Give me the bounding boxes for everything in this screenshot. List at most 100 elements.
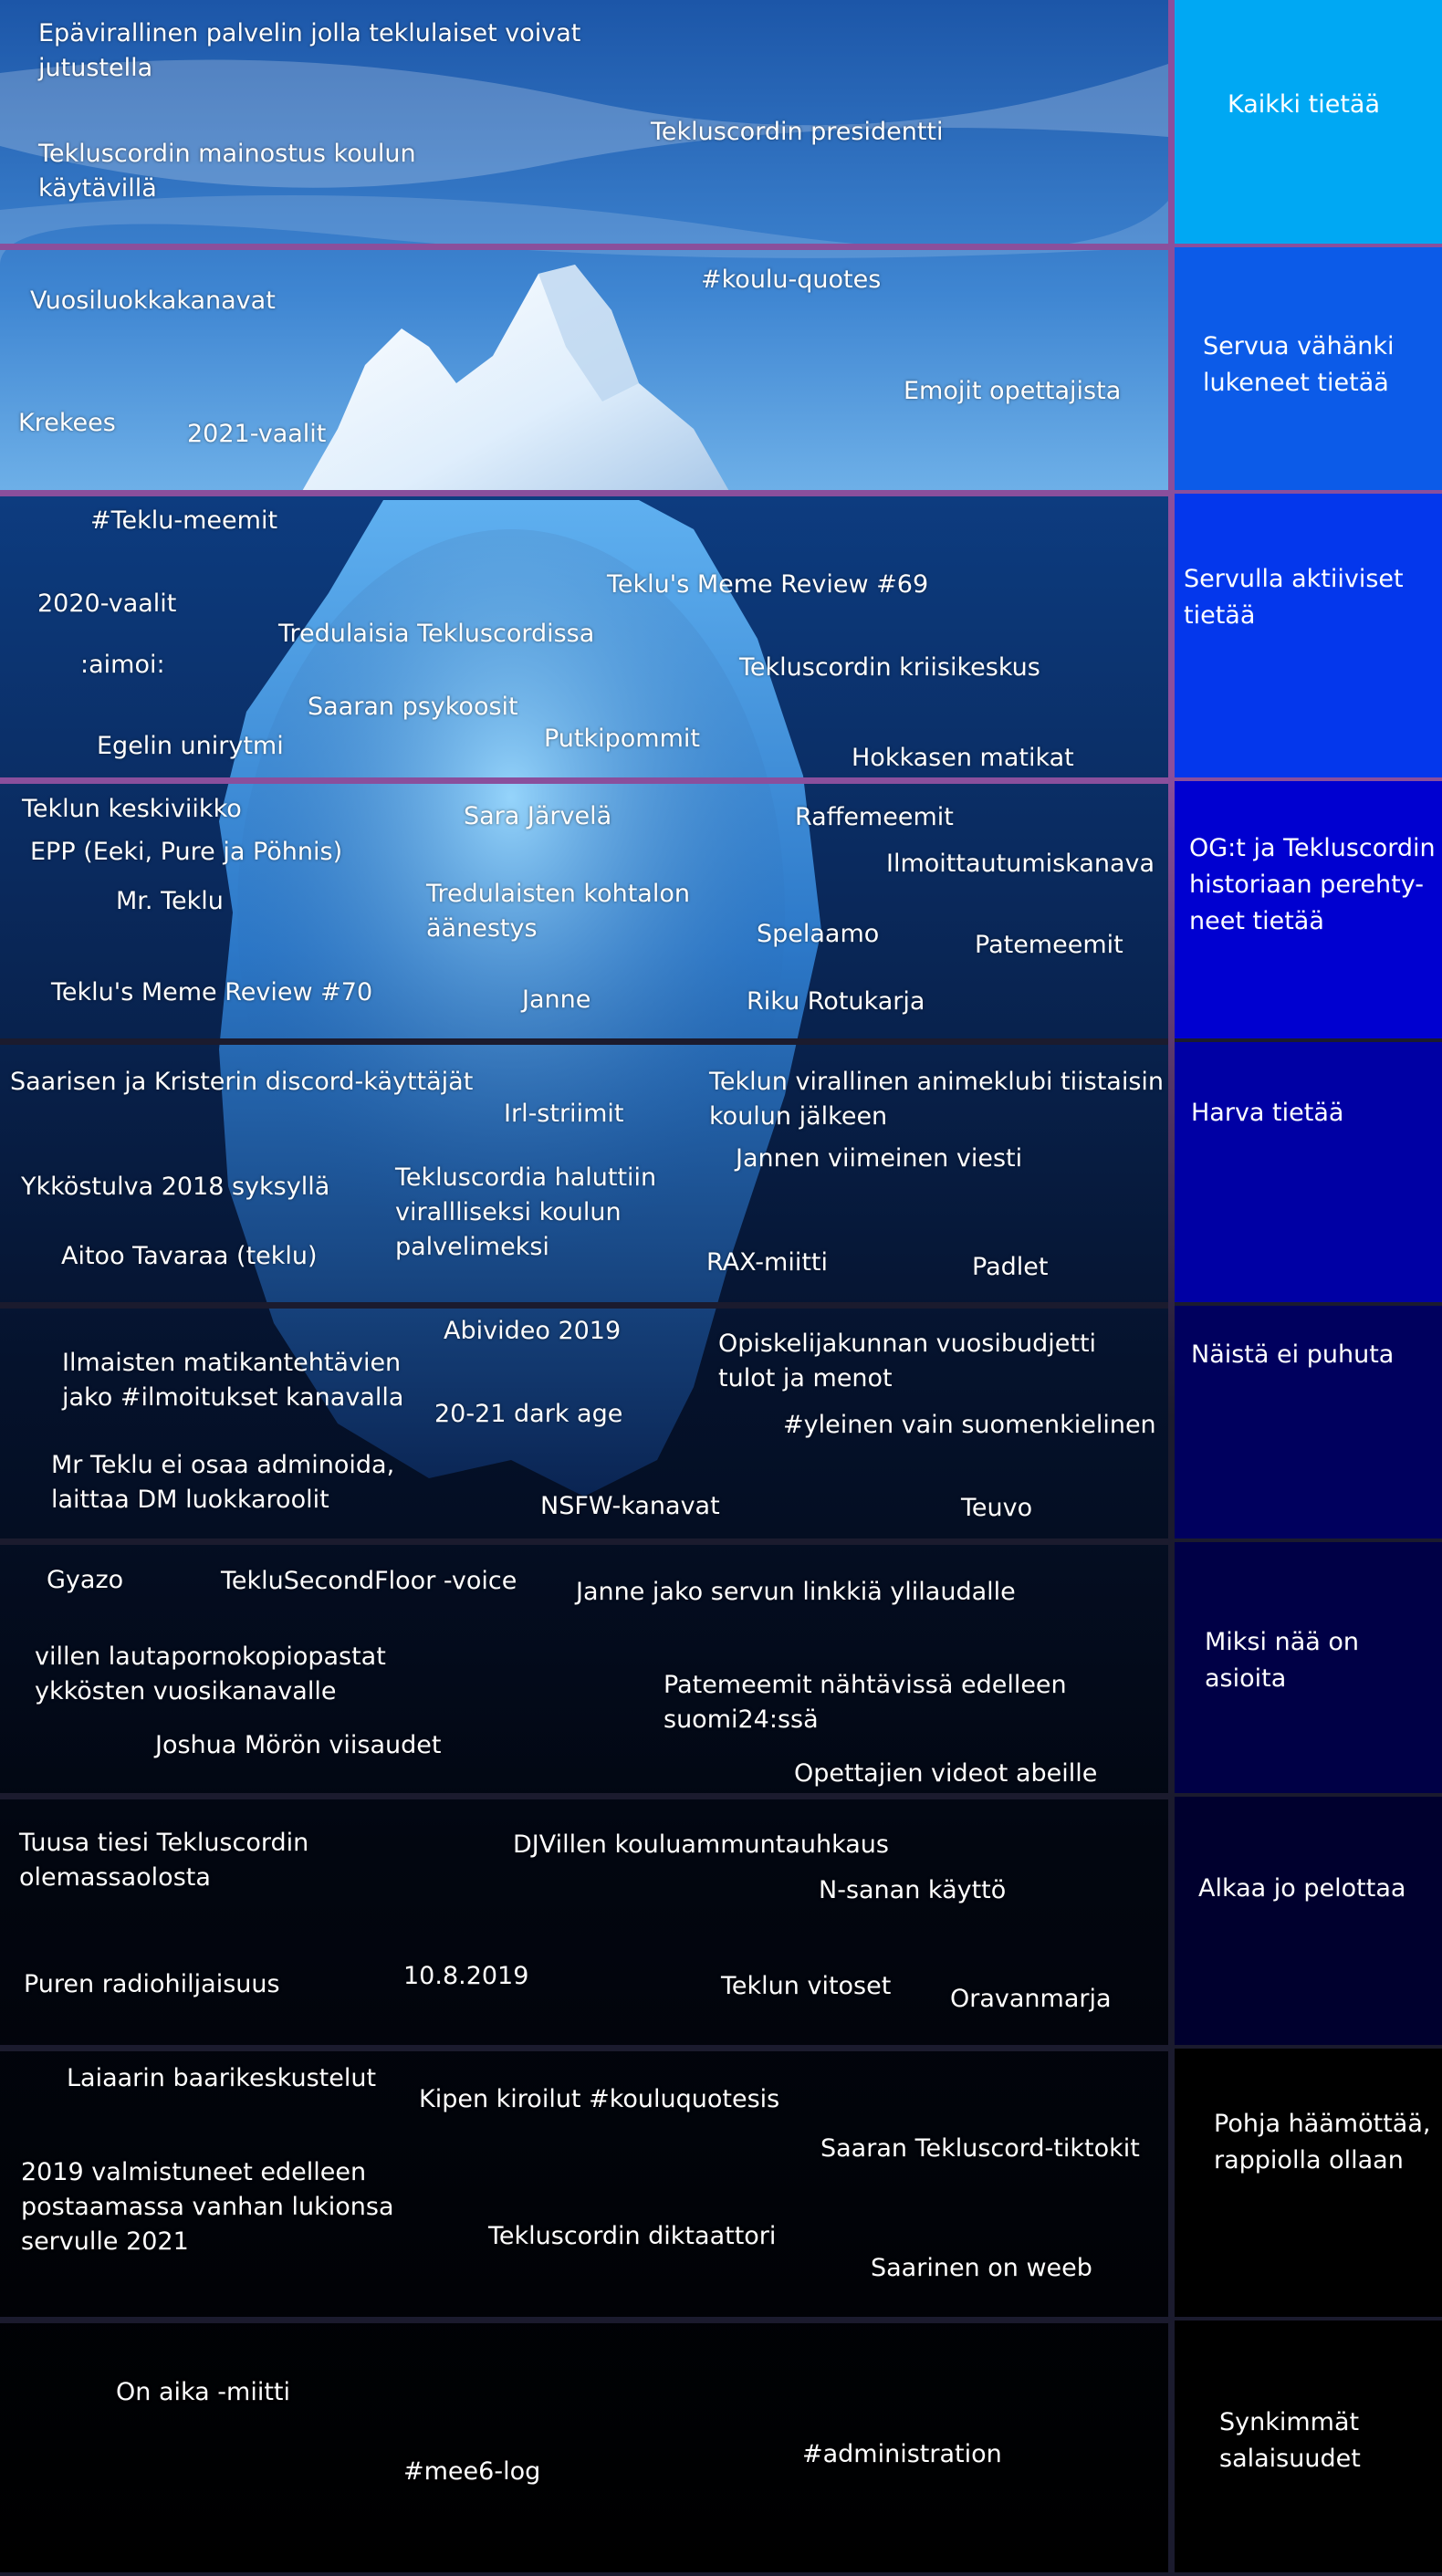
iceberg-item: Padlet bbox=[972, 1253, 1049, 1281]
tier-divider bbox=[0, 2572, 1442, 2576]
iceberg-item: #koulu-quotes bbox=[701, 266, 882, 294]
tier-divider bbox=[0, 490, 1442, 496]
iceberg-item: Tekluscordin mainostus koulun käytävillä bbox=[38, 140, 416, 203]
iceberg-item: villen lautapornokopiopastat ykkösten vu… bbox=[35, 1643, 386, 1705]
iceberg-item: Teklu's Meme Review #69 bbox=[607, 570, 929, 599]
tier-divider bbox=[0, 244, 1442, 250]
iceberg-item: NSFW-kanavat bbox=[540, 1492, 720, 1520]
iceberg-item: Kipen kiroilut #kouluquotesis bbox=[419, 2085, 780, 2113]
iceberg-item: RAX-miitti bbox=[706, 1248, 829, 1277]
iceberg-item: #yleinen vain suomenkielinen bbox=[783, 1411, 1156, 1439]
tier-divider bbox=[0, 1538, 1442, 1545]
tier-label-10: Synkimmät salaisuudet bbox=[1219, 2408, 1361, 2473]
iceberg-item: Raffemeemit bbox=[795, 803, 954, 831]
iceberg-item: Ykköstulva 2018 syksyllä bbox=[21, 1173, 330, 1201]
tier-label-9: Pohja häämöttää, rappiolla ollaan bbox=[1214, 2110, 1431, 2174]
iceberg-item: Laiaarin baarikeskustelut bbox=[67, 2064, 377, 2092]
iceberg-item: #mee6-log bbox=[403, 2457, 541, 2486]
tier-label-5: Harva tietää bbox=[1191, 1099, 1344, 1127]
iceberg-item: Janne jako servun linkkiä ylilaudalle bbox=[576, 1578, 1016, 1606]
tier-panel-5 bbox=[1175, 1042, 1442, 1306]
iceberg-item: Vuosiluokkakanavat bbox=[30, 287, 276, 315]
iceberg-item: Puren radiohiljaisuus bbox=[24, 1970, 280, 1998]
iceberg-item: Oravanmarja bbox=[950, 1985, 1112, 2013]
iceberg-item: Opettajien videot abeille bbox=[794, 1759, 1098, 1788]
iceberg-item: 2020-vaalit bbox=[37, 589, 177, 618]
column-divider bbox=[1168, 0, 1175, 2576]
iceberg-item: Teklun virallinen animeklubi tiistaisin … bbox=[709, 1068, 1165, 1131]
tier-panel-9 bbox=[1175, 2049, 1442, 2320]
tier-panel-7 bbox=[1175, 1542, 1442, 1797]
iceberg-item: Teklu's Meme Review #70 bbox=[51, 978, 373, 1006]
iceberg-item: 2021-vaalit bbox=[187, 420, 327, 448]
iceberg-item: N-sanan käyttö bbox=[819, 1876, 1007, 1904]
tier-panel-4 bbox=[1175, 781, 1442, 1042]
iceberg-item: Tekluscordia haluttiin virallliseksi kou… bbox=[395, 1163, 657, 1261]
iceberg-item: Krekees bbox=[18, 409, 116, 437]
tier-label-3: Servulla aktiiviset tietää bbox=[1184, 565, 1404, 630]
iceberg-item: 2019 valmistuneet edelleen postaamassa v… bbox=[21, 2158, 394, 2256]
iceberg-item: Saaran psykoosit bbox=[308, 693, 518, 721]
iceberg-item: Patemeemit nähtävissä edelleen suomi24:s… bbox=[664, 1671, 1067, 1734]
tier-label-4: OG:t ja Tekluscordin historiaan perehty-… bbox=[1189, 834, 1436, 935]
tier-label-2: Servua vähänki lukeneet tietää bbox=[1203, 332, 1395, 397]
tier-panel-10 bbox=[1175, 2320, 1442, 2576]
iceberg-item: Janne bbox=[522, 986, 591, 1014]
iceberg-item: Saarinen on weeb bbox=[871, 2254, 1092, 2282]
tier-panel-6 bbox=[1175, 1306, 1442, 1542]
iceberg-item: #Teklu-meemit bbox=[90, 506, 278, 535]
iceberg-item: Aitoo Tavaraa (teklu) bbox=[61, 1242, 318, 1270]
iceberg-item: Ilmoittautumiskanava bbox=[886, 850, 1155, 878]
iceberg-item: Ilmaisten matikantehtävien jako #ilmoitu… bbox=[62, 1349, 404, 1412]
iceberg-item: 20-21 dark age bbox=[434, 1400, 623, 1428]
iceberg-item: :aimoi: bbox=[80, 651, 165, 679]
iceberg-item: Tekluscordin kriisikeskus bbox=[739, 653, 1040, 682]
iceberg-item: Opiskelijakunnan vuosibudjetti tulot ja … bbox=[718, 1330, 1097, 1392]
iceberg-item: Jannen viimeinen viesti bbox=[736, 1144, 1023, 1173]
iceberg-item: Mr Teklu ei osaa adminoida, laittaa DM l… bbox=[51, 1451, 395, 1514]
iceberg-item: Spelaamo bbox=[757, 920, 880, 948]
iceberg-item: DJVillen kouluammuntauhkaus bbox=[513, 1830, 889, 1859]
iceberg-background bbox=[0, 0, 1168, 2576]
iceberg-item: Tekluscordin presidentti bbox=[651, 118, 944, 146]
iceberg-item: Sara Järvelä bbox=[464, 802, 612, 830]
iceberg-item: Teklun keskiviikko bbox=[22, 795, 242, 823]
iceberg-item: Tredulaisia Tekluscordissa bbox=[278, 620, 595, 648]
tier-label-6: Näistä ei puhuta bbox=[1191, 1340, 1395, 1369]
iceberg-item: Irl-striimit bbox=[504, 1100, 624, 1128]
iceberg-item: EPP (Eeki, Pure ja Pöhnis) bbox=[30, 838, 343, 866]
tier-panel-2 bbox=[1175, 247, 1442, 494]
iceberg-item: Emojit opettajista bbox=[904, 377, 1122, 405]
iceberg-item: On aika -miitti bbox=[116, 2378, 291, 2406]
iceberg-item: Gyazo bbox=[47, 1566, 124, 1594]
iceberg-item: Epävirallinen palvelin jolla teklulaiset… bbox=[38, 19, 581, 82]
iceberg-item: Joshua Mörön viisaudet bbox=[155, 1731, 442, 1759]
tier-divider bbox=[0, 1793, 1442, 1799]
iceberg-item: Egelin unirytmi bbox=[97, 732, 284, 760]
iceberg-item: Putkipommit bbox=[544, 725, 700, 753]
iceberg-item: TekluSecondFloor -voice bbox=[221, 1567, 517, 1595]
iceberg-item: Tuusa tiesi Tekluscordin olemassaolosta bbox=[19, 1829, 309, 1892]
tier-divider bbox=[0, 1302, 1442, 1309]
tier-label-7: Miksi nää on asioita bbox=[1205, 1628, 1360, 1693]
tier-divider bbox=[0, 2317, 1442, 2323]
iceberg-item: Hokkasen matikat bbox=[852, 744, 1074, 772]
tier-label-1: Kaikki tietää bbox=[1228, 90, 1381, 119]
iceberg-item: Saaran Tekluscord-tiktokit bbox=[820, 2134, 1140, 2163]
iceberg-item: Abivideo 2019 bbox=[444, 1317, 622, 1345]
iceberg-item: #administration bbox=[802, 2440, 1002, 2468]
tier-panel-8 bbox=[1175, 1797, 1442, 2049]
iceberg-item: Riku Rotukarja bbox=[747, 987, 925, 1016]
tier-panel-1 bbox=[1175, 0, 1442, 247]
iceberg-item: Tredulaisten kohtalon äänestys bbox=[426, 880, 690, 943]
iceberg-item: Mr. Teklu bbox=[116, 887, 224, 915]
tier-divider bbox=[0, 1038, 1442, 1045]
iceberg-item: 10.8.2019 bbox=[403, 1962, 529, 1990]
tier-panel-3 bbox=[1175, 494, 1442, 781]
tier-divider bbox=[0, 777, 1442, 784]
tier-label-8: Alkaa jo pelottaa bbox=[1198, 1874, 1406, 1903]
iceberg-item: Teuvo bbox=[961, 1494, 1033, 1522]
iceberg-item: Patemeemit bbox=[975, 931, 1123, 959]
tier-divider bbox=[0, 2045, 1442, 2051]
